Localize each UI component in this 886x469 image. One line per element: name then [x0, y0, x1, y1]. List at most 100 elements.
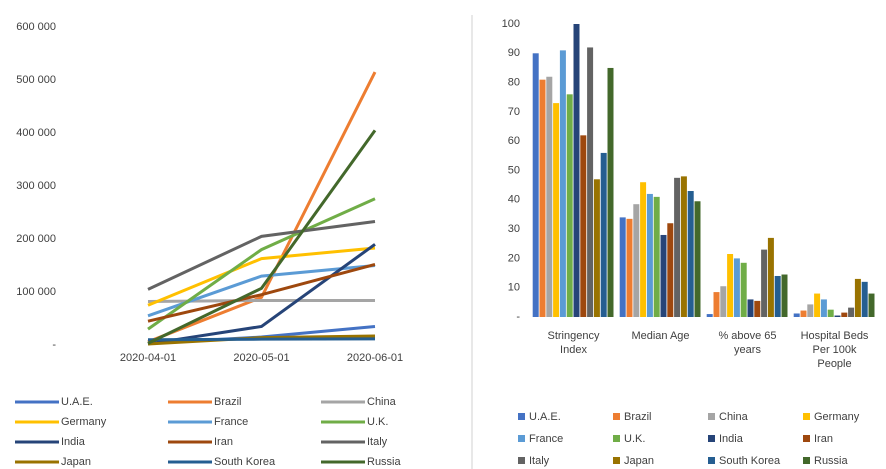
bar	[761, 249, 768, 317]
legend-label: Germany	[814, 411, 860, 423]
x-tick-label: Median Age	[631, 330, 690, 342]
y-tick-label: -	[516, 311, 520, 323]
y-tick-label: 200 000	[16, 233, 56, 245]
y-tick-label: 50	[508, 164, 520, 176]
bar	[687, 191, 694, 317]
bar	[733, 258, 740, 317]
bar	[820, 299, 827, 317]
bar	[667, 223, 674, 317]
legend-label: Russia	[367, 456, 402, 468]
legend-label: Iran	[814, 433, 833, 445]
legend-label: U.A.E.	[529, 411, 561, 423]
bar	[834, 315, 841, 317]
series-line	[147, 71, 377, 344]
bar	[720, 286, 727, 317]
y-tick-label: 60	[508, 135, 520, 147]
legend-swatch	[518, 435, 525, 442]
bar	[539, 79, 546, 317]
x-tick-label: Stringency Index	[547, 330, 600, 356]
series-line	[147, 129, 377, 345]
legend-label: South Korea	[214, 456, 276, 468]
x-tick-label: 2020-06-01	[347, 352, 403, 364]
series-line	[147, 220, 376, 291]
bar	[848, 307, 855, 317]
bar	[646, 193, 653, 317]
bar	[640, 182, 647, 317]
series-line	[147, 246, 376, 307]
bar	[740, 262, 747, 317]
y-tick-label: 600 000	[16, 21, 56, 33]
y-tick-label: 10	[508, 282, 520, 294]
bar	[553, 103, 560, 317]
legend-label: Japan	[61, 456, 91, 468]
legend-swatch	[708, 413, 715, 420]
legend-swatch	[613, 435, 620, 442]
bar	[781, 274, 788, 317]
y-tick-label: 70	[508, 106, 520, 118]
legend-label: Italy	[367, 436, 388, 448]
legend-swatch	[613, 413, 620, 420]
y-tick-label: 20	[508, 252, 520, 264]
bar	[767, 237, 774, 317]
bar	[861, 281, 868, 317]
bar	[800, 310, 807, 317]
y-tick-label: 100 000	[16, 286, 56, 298]
legend-label: France	[529, 433, 563, 445]
bar	[674, 177, 681, 317]
bar	[587, 47, 594, 317]
legend-swatch	[613, 457, 620, 464]
legend-swatch	[803, 435, 810, 442]
legend-label: Italy	[529, 455, 550, 467]
bar	[607, 67, 614, 317]
legend-label: China	[719, 411, 749, 423]
legend-swatch	[708, 435, 715, 442]
legend-label: U.A.E.	[61, 396, 93, 408]
bar	[814, 293, 821, 317]
legend-swatch	[803, 413, 810, 420]
bar	[706, 314, 713, 317]
y-tick-label: 400 000	[16, 127, 56, 139]
legend-label: India	[719, 433, 744, 445]
legend-label: India	[61, 436, 86, 448]
legend-swatch	[518, 413, 525, 420]
y-tick-label: 30	[508, 223, 520, 235]
series-line	[147, 298, 375, 304]
y-tick-label: 100	[502, 18, 520, 30]
legend-label: France	[214, 416, 248, 428]
y-tick-label: 90	[508, 47, 520, 59]
bar	[580, 135, 587, 317]
bar	[868, 293, 875, 317]
legend-swatch	[708, 457, 715, 464]
bar	[774, 275, 781, 317]
y-tick-label: -	[52, 339, 56, 351]
bar	[573, 24, 580, 317]
legend-label: U.K.	[624, 433, 645, 445]
series-line	[147, 197, 376, 331]
bar	[854, 278, 861, 317]
x-tick-label: % above 65 years	[718, 330, 777, 356]
legend-swatch	[518, 457, 525, 464]
y-tick-label: 40	[508, 194, 520, 206]
bar	[694, 201, 701, 317]
x-tick-label: Hospital Beds Per 100k People	[800, 330, 869, 370]
bar	[841, 312, 848, 317]
bar	[566, 94, 573, 317]
x-tick-label: 2020-04-01	[120, 352, 176, 364]
legend-label: China	[367, 396, 397, 408]
bar	[727, 254, 734, 317]
series-line	[147, 337, 376, 342]
bar	[713, 292, 720, 317]
bar	[653, 196, 660, 317]
x-tick-label: 2020-05-01	[233, 352, 289, 364]
series-line	[147, 262, 376, 323]
legend-label: Iran	[214, 436, 233, 448]
legend-label: South Korea	[719, 455, 781, 467]
legend-label: Japan	[624, 455, 654, 467]
bar	[559, 50, 566, 318]
bar	[633, 204, 640, 317]
legend-label: Germany	[61, 416, 107, 428]
bar	[532, 53, 539, 318]
legend-label: Russia	[814, 455, 849, 467]
